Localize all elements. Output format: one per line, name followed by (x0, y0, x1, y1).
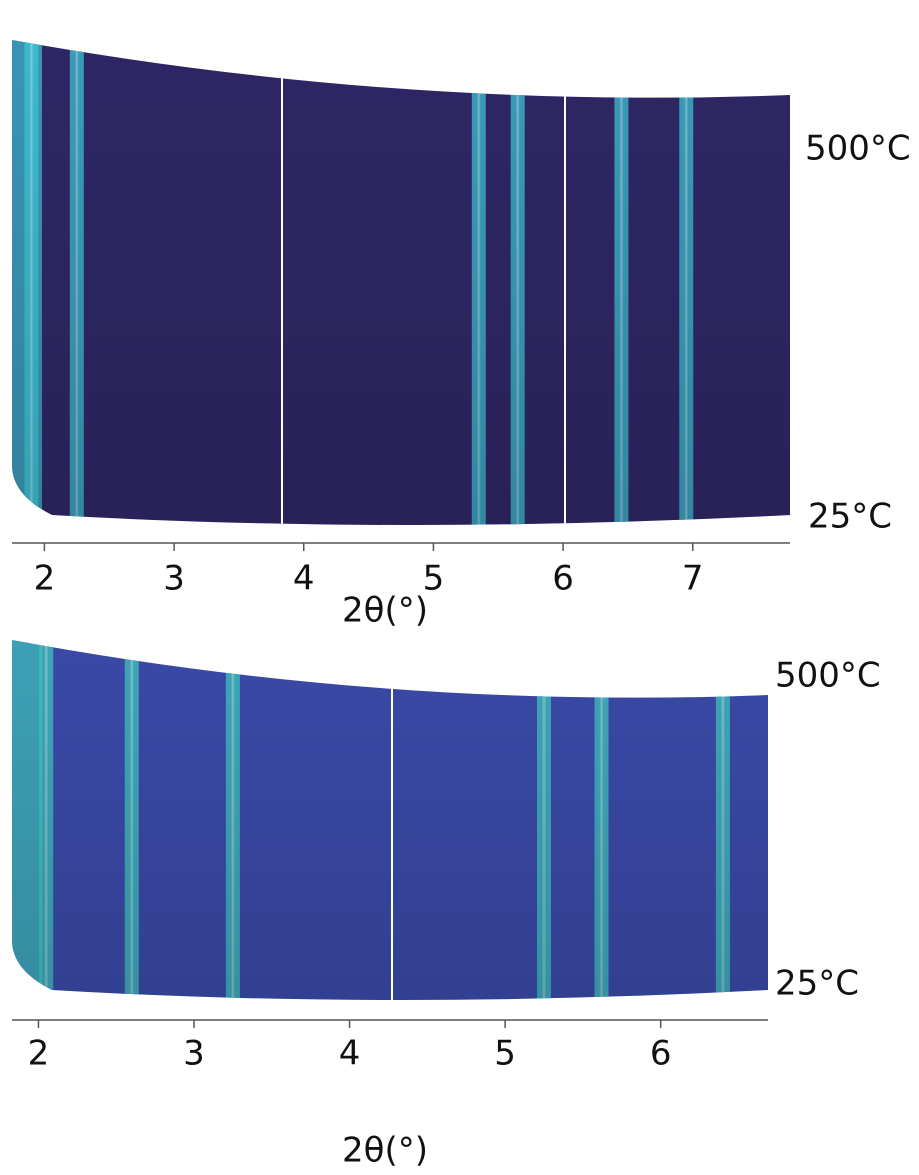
surface-content (12, 640, 768, 1000)
temperature-label: 25°C (808, 497, 892, 537)
surface-content (12, 40, 790, 525)
depth-shade (12, 640, 768, 1000)
x-tick-label: 7 (682, 559, 704, 599)
x-tick-label: 4 (339, 1034, 361, 1074)
temperature-label: 500°C (775, 656, 881, 696)
x-tick-label: 5 (494, 1034, 516, 1074)
x-tick-label: 6 (650, 1034, 672, 1074)
x-tick-label: 2 (28, 1034, 50, 1074)
temperature-label: 25°C (775, 964, 859, 1004)
x-tick-label: 5 (423, 559, 445, 599)
depth-shade (12, 40, 790, 525)
x-axis-title: 2θ(°) (342, 1131, 428, 1171)
x-tick-label: 3 (183, 1034, 205, 1074)
x-tick-label: 2 (34, 559, 56, 599)
chart: 2 3 4 5 6 2θ(°) 500°C 25°C (12, 640, 881, 1171)
temperature-label: 500°C (805, 129, 911, 169)
chart: 2 3 4 5 6 7 2θ(°) 500°C 25°C (12, 40, 911, 631)
x-axis-title: 2θ(°) (342, 591, 428, 631)
x-tick-label: 4 (293, 559, 315, 599)
x-tick-label: 3 (163, 559, 185, 599)
x-tick-label: 6 (552, 559, 574, 599)
